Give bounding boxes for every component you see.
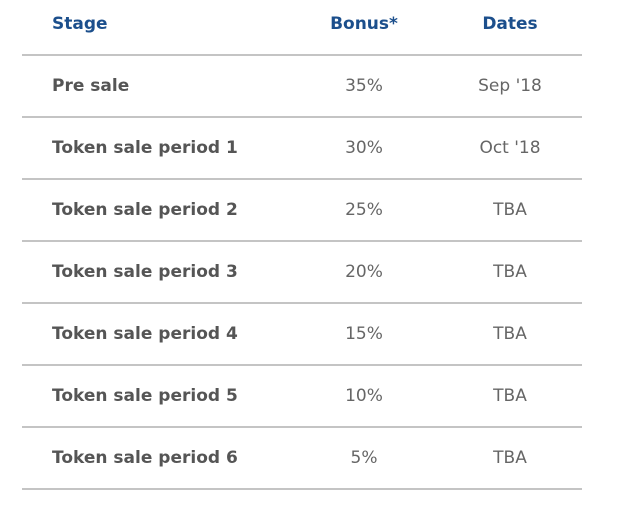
date-cell: Oct '18 — [479, 138, 541, 158]
row-divider — [22, 116, 582, 118]
header-cell: Bonus* — [330, 14, 398, 34]
stage-cell: Token sale period 5 — [52, 386, 238, 406]
date-cell: TBA — [493, 324, 527, 344]
bonus-cell: 30% — [345, 138, 383, 158]
date-cell: TBA — [493, 200, 527, 220]
row-divider — [22, 240, 582, 242]
bonus-cell: 35% — [345, 76, 383, 96]
stage-cell: Token sale period 4 — [52, 324, 238, 344]
row-divider — [22, 488, 582, 490]
header-cell: Dates — [482, 14, 538, 34]
date-cell: TBA — [493, 262, 527, 282]
row-divider — [22, 364, 582, 366]
bonus-cell: 25% — [345, 200, 383, 220]
row-divider — [22, 178, 582, 180]
row-divider — [22, 302, 582, 304]
stage-cell: Token sale period 2 — [52, 200, 238, 220]
bonus-cell: 15% — [345, 324, 383, 344]
stage-cell: Pre sale — [52, 76, 130, 96]
date-cell: TBA — [493, 448, 527, 468]
stage-cell: Token sale period 6 — [52, 448, 238, 468]
bonus-cell: 5% — [350, 448, 378, 468]
row-divider — [22, 54, 582, 56]
row-divider — [22, 426, 582, 428]
stage-cell: Token sale period 3 — [52, 262, 238, 282]
bonus-cell: 20% — [345, 262, 383, 282]
date-cell: TBA — [493, 386, 527, 406]
bonus-cell: 10% — [345, 386, 383, 406]
stage-cell: Token sale period 1 — [52, 138, 238, 158]
header-cell: Stage — [52, 14, 108, 34]
date-cell: Sep '18 — [478, 76, 542, 96]
